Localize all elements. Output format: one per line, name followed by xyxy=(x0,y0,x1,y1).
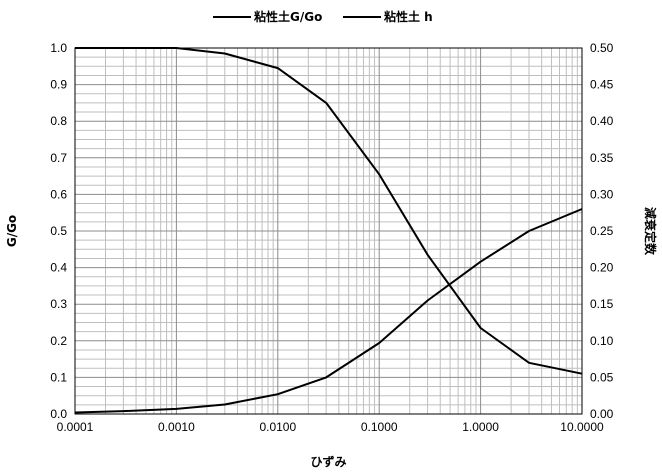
y-tick-label: 0.2 xyxy=(50,334,67,348)
series-line-h xyxy=(74,208,583,414)
y2-tick-label: 0.40 xyxy=(590,114,614,128)
y-tick-label: 0.0 xyxy=(50,407,67,421)
series-line-gg0 xyxy=(75,47,583,375)
y-tick-label: 0.8 xyxy=(50,114,67,128)
legend-label-gg0: 粘性土G/Go xyxy=(254,9,322,24)
y-tick-label: 0.4 xyxy=(50,261,67,275)
y-tick-label: 0.6 xyxy=(50,187,67,201)
y2-tick-label: 0.35 xyxy=(590,151,614,165)
y-axis-title: G/Go xyxy=(5,215,19,247)
x-tick-label: 10.0000 xyxy=(560,420,604,434)
y2-tick-label: 0.15 xyxy=(590,297,614,311)
y2-tick-label: 0.50 xyxy=(590,41,614,55)
plot-frame xyxy=(74,47,583,415)
y-tick-label: 0.1 xyxy=(50,370,67,384)
y2-tick-label: 0.05 xyxy=(590,370,614,384)
y-tick-label: 0.7 xyxy=(50,151,67,165)
y2-tick-label: 0.00 xyxy=(590,407,614,421)
legend: 粘性土G/Go 粘性土 h xyxy=(213,9,433,24)
y2-tick-label: 0.25 xyxy=(590,224,614,238)
y-tick-labels: 0.0 0.1 0.2 0.3 0.4 0.5 0.6 0.7 0.8 0.9 1.0 xyxy=(50,41,67,421)
legend-label-h: 粘性土 h xyxy=(384,9,433,24)
y2-tick-label: 0.30 xyxy=(590,187,614,201)
y2-axis-title: 減衰定数 xyxy=(643,207,658,256)
x-tick-label: 0.0010 xyxy=(158,420,195,434)
y-tick-label: 0.3 xyxy=(50,297,67,311)
x-tick-label: 0.0001 xyxy=(57,420,94,434)
y-tick-label: 0.9 xyxy=(50,78,67,92)
x-tick-label: 1.0000 xyxy=(462,420,499,434)
x-tick-label: 0.1000 xyxy=(361,420,398,434)
x-axis-title: ひずみ xyxy=(310,454,346,469)
y-tick-label: 1.0 xyxy=(50,41,67,55)
y2-tick-label: 0.20 xyxy=(590,261,614,275)
x-tick-labels: 0.0001 0.0010 0.0100 0.1000 1.0000 10.0000 xyxy=(57,420,604,434)
y2-tick-label: 0.45 xyxy=(590,78,614,92)
y2-tick-labels: 0.00 0.05 0.10 0.15 0.20 0.25 0.30 0.35 0.40 0.45… xyxy=(590,41,614,421)
y-tick-label: 0.5 xyxy=(50,224,67,238)
y2-tick-label: 0.10 xyxy=(590,334,614,348)
x-tick-label: 0.0100 xyxy=(259,420,296,434)
